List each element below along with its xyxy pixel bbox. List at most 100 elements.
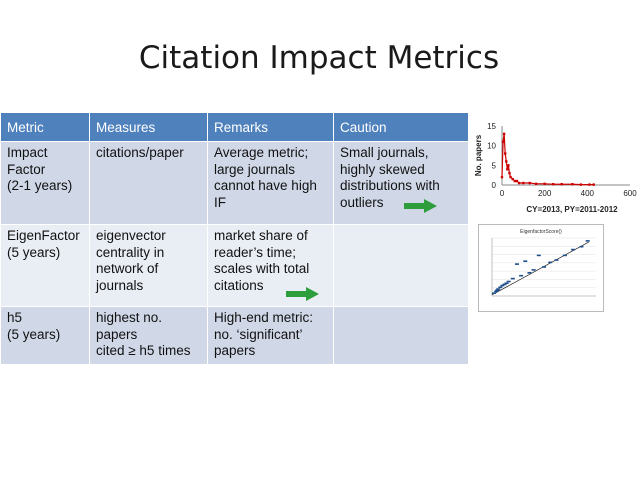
slide-title: Citation Impact Metrics xyxy=(138,40,500,76)
cell-line: no. ‘significant’ xyxy=(214,326,303,342)
cell-line: (2-1 years) xyxy=(7,178,73,193)
cell-line: citations xyxy=(214,277,264,293)
data-point xyxy=(514,263,519,265)
data-point xyxy=(511,177,514,181)
y-axis-label: No. papers xyxy=(474,134,483,176)
data-point xyxy=(543,182,546,186)
cell-line: market share of xyxy=(214,228,308,243)
x-tick-label: 200 xyxy=(538,189,552,198)
y-tick-label: 15 xyxy=(487,122,496,131)
data-point xyxy=(502,132,506,136)
header-metric: Metric xyxy=(0,113,90,142)
x-tick-label: 0 xyxy=(500,189,505,198)
data-point xyxy=(500,175,504,179)
data-point xyxy=(494,290,499,293)
arrow-icon xyxy=(286,287,319,301)
data-point xyxy=(560,183,563,186)
data-point xyxy=(534,182,538,186)
table-cell-metric: EigenFactor (5 years) xyxy=(0,224,90,307)
data-point xyxy=(504,152,507,155)
data-point xyxy=(527,272,532,274)
data-point xyxy=(498,286,503,289)
table-cell-remarks: High-end metric: no. ‘significant’ papers xyxy=(207,306,334,364)
series-line xyxy=(501,133,594,186)
data-point xyxy=(542,266,546,268)
cell-line: cannot have high xyxy=(214,178,317,193)
cell-line: reader’s time; xyxy=(214,244,297,260)
x-tick-label: 400 xyxy=(581,189,595,198)
data-point xyxy=(585,240,590,242)
table-cell-measures: eigenvector centrality in network of journa… xyxy=(89,224,208,307)
data-point xyxy=(513,179,516,183)
cell-line: centrality in xyxy=(96,244,165,260)
data-point xyxy=(504,282,509,285)
data-point xyxy=(510,277,515,280)
y-tick-label: 0 xyxy=(492,181,497,190)
cell-line: highly skewed xyxy=(340,161,425,177)
cell-line: High-end metric: xyxy=(214,310,314,325)
cell-line: h5 xyxy=(7,310,23,325)
metrics-table: Metric Measures Remarks Caution Impact Fa… xyxy=(0,113,468,364)
cell-line: eigenvector xyxy=(96,228,166,243)
header-measures: Measures xyxy=(89,113,208,142)
data-point xyxy=(528,181,531,185)
table-cell-caution xyxy=(333,306,468,364)
cell-line: EigenFactor xyxy=(7,228,80,243)
cell-line: papers xyxy=(214,343,256,358)
data-point xyxy=(508,172,511,175)
data-point xyxy=(523,260,528,262)
cell-line: scales with total xyxy=(214,261,310,276)
y-tick-label: 5 xyxy=(492,161,497,170)
data-point xyxy=(519,274,524,277)
eigenfactor-scatter-chart: EigenfactorScore() xyxy=(478,224,604,312)
data-point xyxy=(502,283,507,286)
table-cell-measures: citations/paper xyxy=(89,141,208,225)
table-row: Impact Factor (2-1 years) citations/paper Av… xyxy=(0,141,468,225)
y-tick-label: 10 xyxy=(487,142,496,151)
data-point xyxy=(500,284,505,287)
cell-line: cited ≥ h5 times xyxy=(96,343,191,358)
cell-line: (5 years) xyxy=(7,244,61,260)
data-point xyxy=(506,280,511,283)
table-cell-measures: highest no. papers cited ≥ h5 times xyxy=(89,306,208,364)
cell-line: Small journals, xyxy=(340,145,429,160)
data-point xyxy=(554,259,559,261)
header-remarks: Remarks xyxy=(207,113,334,142)
cell-line: IF xyxy=(214,194,226,210)
data-point xyxy=(509,175,512,179)
cell-line: Impact xyxy=(7,145,48,160)
data-point xyxy=(552,183,555,186)
data-point xyxy=(505,160,508,163)
cell-line: distributions with xyxy=(340,178,440,193)
data-point xyxy=(536,254,541,257)
arrow-icon xyxy=(404,199,437,213)
table-row: EigenFactor (5 years) eigenvector centralit… xyxy=(0,224,468,307)
data-point xyxy=(531,269,536,271)
cell-line: Factor xyxy=(7,161,46,177)
cell-line: journals xyxy=(96,277,144,293)
citation-distribution-chart: 0 5 10 15 0 200 400 600 CY=2013, PY=2011-2012 No.… xyxy=(474,122,637,214)
data-point xyxy=(548,261,553,264)
cell-line: outliers xyxy=(340,194,384,210)
data-point xyxy=(562,254,567,257)
data-point xyxy=(517,181,521,185)
cell-line: papers xyxy=(96,326,138,342)
table-cell-metric: h5 (5 years) xyxy=(0,306,90,364)
data-point xyxy=(492,292,497,294)
data-point xyxy=(571,183,574,186)
table-cell-metric: Impact Factor (2-1 years) xyxy=(0,141,90,225)
data-point xyxy=(496,288,501,290)
data-point xyxy=(495,289,500,291)
data-point xyxy=(579,245,584,248)
table-cell-caution: Small journals, highly skewed distribution… xyxy=(333,141,468,225)
data-point xyxy=(506,168,509,171)
data-point xyxy=(592,183,595,186)
data-point xyxy=(515,179,519,183)
x-axis-label: CY=2013, PY=2011-2012 xyxy=(526,205,618,214)
data-point xyxy=(579,183,583,186)
trend-line xyxy=(491,241,589,296)
cell-line: large journals xyxy=(214,161,296,177)
cell-line: citations/paper xyxy=(96,145,184,160)
data-point xyxy=(501,140,505,143)
table-header-row: Metric Measures Remarks Caution xyxy=(0,113,468,142)
